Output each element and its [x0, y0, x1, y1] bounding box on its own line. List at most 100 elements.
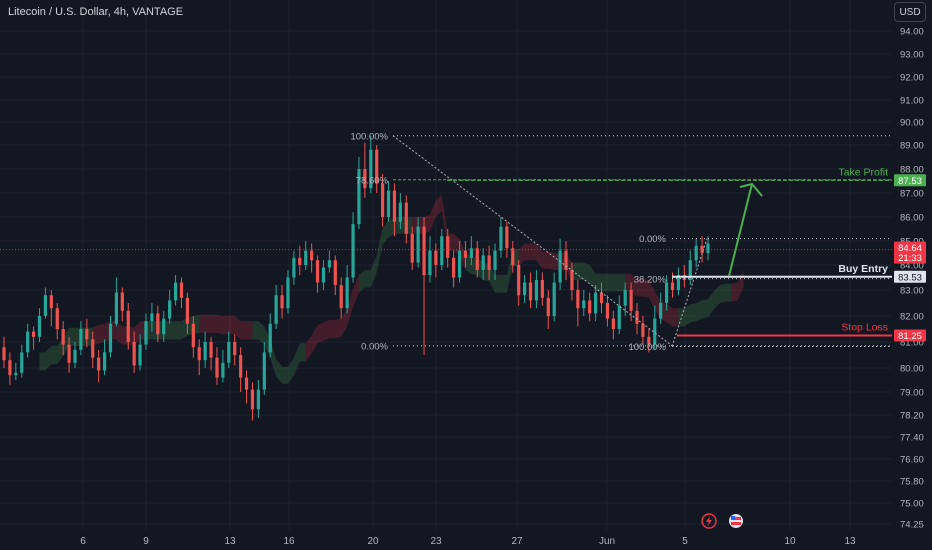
price-tick-label: 88.00: [900, 165, 924, 176]
candle: [31, 326, 36, 350]
fib-level-label: 38.20%: [634, 274, 667, 285]
candle: [91, 331, 95, 368]
time-tick-label: 10: [784, 536, 796, 547]
candle: [67, 336, 71, 373]
ichimoku-cloud: [39, 194, 744, 384]
price-tick-label: 86.00: [900, 213, 924, 224]
candle: [386, 181, 391, 222]
fib-trend-line: [671, 238, 708, 347]
candle: [339, 277, 343, 319]
candle: [310, 243, 314, 273]
price-tick-label: 77.40: [900, 433, 924, 444]
candle: [327, 250, 331, 273]
candle: [534, 270, 539, 309]
candle: [150, 303, 154, 332]
candle: [73, 342, 77, 368]
drawings: 100.00% 78.60% 0.00% 0.00% 38.20% 100.00% Take…: [0, 131, 892, 353]
candle: [481, 248, 485, 280]
time-tick-label: Jun: [599, 536, 615, 547]
candle: [392, 183, 397, 237]
candle: [102, 339, 107, 376]
time-tick-label: 27: [511, 536, 523, 547]
candle: [114, 277, 119, 327]
candle: [239, 347, 243, 392]
candle: [641, 316, 645, 345]
grid-lines: [0, 0, 892, 530]
stop-loss-label: Stop Loss: [841, 322, 888, 334]
candle: [49, 290, 53, 327]
candle: [2, 336, 6, 368]
candle: [179, 277, 184, 309]
candle: [26, 323, 30, 358]
candle: [14, 362, 18, 380]
fib-level-label: 0.00%: [361, 341, 388, 352]
candle: [363, 142, 367, 198]
price-tick-label: 84.00: [900, 261, 924, 272]
buy-entry-label: Buy Entry: [838, 263, 888, 275]
candle: [558, 238, 562, 290]
candle: [375, 145, 379, 193]
candle: [499, 217, 503, 258]
price-tick-label: 82.00: [900, 312, 924, 323]
candle: [315, 255, 320, 293]
price-tag-label: 87.53: [898, 176, 922, 187]
fib-level-label: 100.00%: [350, 131, 388, 142]
candle: [97, 349, 101, 383]
candle: [434, 243, 438, 278]
candle: [233, 334, 237, 366]
candle: [422, 217, 426, 355]
time-tick-label: 6: [80, 536, 86, 547]
candle: [664, 275, 669, 311]
candle: [162, 310, 166, 342]
candle: [469, 236, 473, 265]
candle: [576, 280, 580, 327]
currency-button[interactable]: USD: [894, 2, 926, 22]
candle: [528, 272, 533, 309]
bottom-icons[interactable]: [701, 513, 743, 529]
fib-level-label: 78.60%: [356, 175, 389, 186]
candle: [428, 236, 432, 283]
price-tick-label: 90.00: [900, 118, 924, 129]
candle: [321, 260, 326, 290]
candle: [505, 221, 509, 258]
candle: [706, 236, 710, 261]
price-tag: 87.53: [894, 174, 926, 187]
candle: [298, 245, 302, 275]
candle: [221, 349, 225, 383]
price-tick-label: 80.00: [900, 364, 924, 375]
candle: [540, 272, 544, 306]
candle: [132, 331, 136, 373]
candle: [475, 241, 479, 278]
candle: [43, 287, 48, 319]
price-tick-label: 78.20: [900, 411, 924, 422]
price-tick-label: 81.00: [900, 338, 924, 349]
candle: [617, 295, 621, 335]
candle: [446, 229, 450, 268]
arrow-shaft: [728, 183, 753, 277]
candle: [55, 303, 59, 340]
candle: [244, 370, 249, 404]
candle: [268, 313, 272, 358]
candle: [463, 241, 468, 268]
candle: [256, 380, 260, 418]
time-tick-label: 16: [283, 536, 295, 547]
candle: [659, 292, 663, 324]
candle: [250, 382, 255, 421]
candle: [85, 318, 89, 348]
candle: [552, 272, 556, 322]
candle: [173, 275, 178, 306]
candle: [381, 173, 385, 227]
lightning-icon[interactable]: [701, 513, 717, 529]
price-tick-label: 94.00: [900, 27, 924, 38]
time-tick-label: 20: [367, 536, 379, 547]
flag-icon[interactable]: [729, 514, 743, 528]
candle: [511, 241, 515, 273]
candle: [647, 329, 651, 353]
price-tag-label: 84.64: [898, 243, 922, 254]
price-tag: 84.64: [894, 241, 926, 254]
price-tick-label: 74.25: [900, 520, 924, 531]
price-tag-label: 21:33: [898, 253, 922, 264]
candle: [8, 352, 12, 385]
time-tick-label: 13: [844, 536, 856, 547]
